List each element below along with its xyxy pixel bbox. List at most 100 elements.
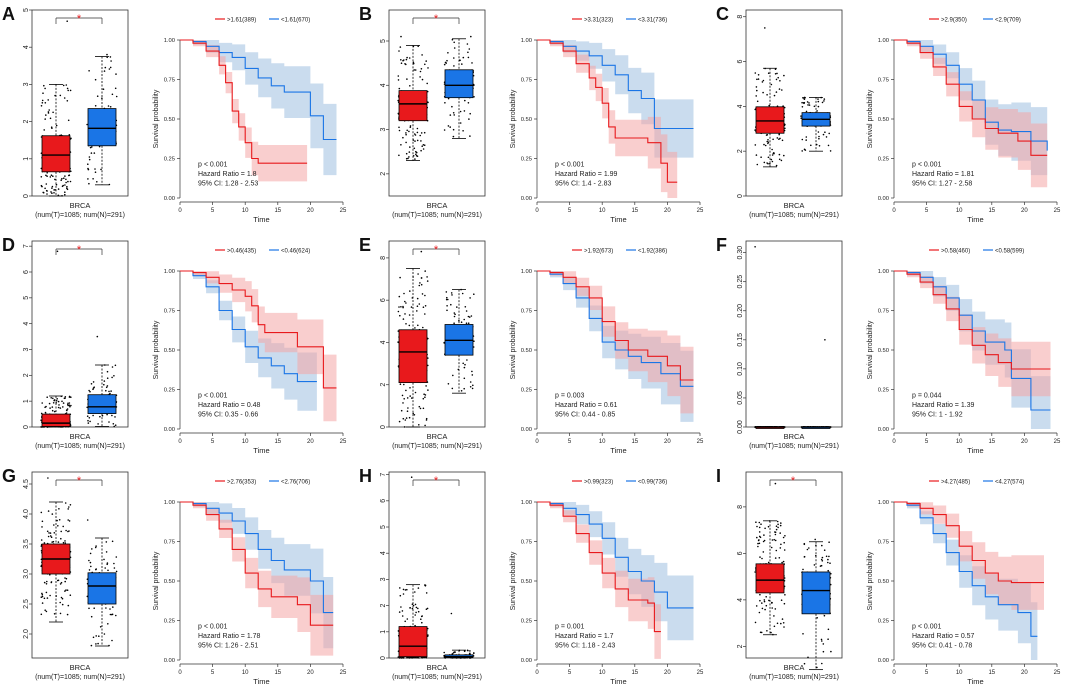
normal-point: [449, 114, 452, 116]
tumor-point: [763, 599, 766, 601]
survival-xtick-label: 0: [892, 670, 896, 676]
tumor-point: [404, 620, 406, 623]
tumor-point: [763, 161, 766, 164]
tumor-box: [398, 90, 428, 122]
tumor-point: [764, 527, 766, 530]
tumor-point: [64, 577, 66, 579]
tumor-point: [764, 608, 766, 611]
tumor-point: [65, 412, 68, 414]
tumor-point: [780, 543, 782, 546]
tumor-point: [44, 411, 47, 414]
tumor-point: [49, 535, 52, 537]
normal-point: [803, 542, 806, 545]
box-subtitle: (num(T)=1085; num(N)=291): [392, 443, 482, 450]
tumor-point: [398, 611, 401, 613]
tumor-point: [767, 561, 770, 564]
normal-point: [445, 291, 448, 293]
normal-point: [453, 65, 455, 67]
tumor-point: [60, 530, 62, 533]
legend-label-high: >2.9(350): [941, 17, 967, 23]
tumor-point: [59, 94, 62, 97]
survival-band-high: [180, 40, 308, 193]
normal-point: [92, 414, 94, 417]
hazard-ratio-text: Hazard Ratio = 0.61: [555, 402, 618, 409]
tumor-point: [783, 626, 785, 628]
tumor-point: [775, 91, 778, 93]
tumor-point: [400, 144, 402, 146]
survival-band-low: [894, 502, 1038, 660]
normal-point: [451, 387, 454, 390]
normal-point: [90, 383, 93, 385]
tumor-point: [775, 164, 778, 167]
tumor-point: [778, 133, 780, 136]
normal-point: [454, 651, 456, 653]
tumor-point: [424, 305, 427, 307]
survival-xtick-label: 0: [892, 439, 896, 445]
panel-b: B 2 3 4 5 * BRCA (num(T)=1085; num(N)=291) >3.31…: [359, 4, 704, 224]
tumor-point: [42, 92, 44, 94]
tumor-point: [46, 396, 48, 398]
normal-point: [454, 313, 456, 316]
survival-ylabel: Survival probability: [510, 551, 517, 610]
normal-point: [805, 136, 808, 138]
survival-ytick-label: 1.00: [164, 38, 175, 44]
survival-xtick-label: 20: [664, 208, 671, 214]
tumor-point: [775, 525, 778, 527]
tumor-point: [421, 657, 423, 659]
tumor-point: [414, 140, 416, 142]
tumor-point: [405, 417, 408, 419]
tumor-point: [405, 389, 407, 392]
tumor-point: [62, 406, 64, 408]
tumor-point: [780, 622, 782, 625]
tumor-point: [62, 525, 64, 528]
normal-point: [461, 63, 463, 65]
normal-point: [109, 56, 112, 58]
survival-ytick-label: 0.75: [164, 309, 175, 315]
tumor-point: [755, 95, 757, 97]
normal-point: [99, 626, 102, 628]
survival-ytick-label: 0.50: [521, 579, 532, 585]
box-ytick-label: 4: [380, 340, 387, 344]
normal-point: [88, 158, 91, 161]
survival-xtick-label: 5: [211, 208, 215, 214]
tumor-point: [408, 130, 410, 133]
survival-curve-high: [180, 39, 308, 164]
normal-point: [91, 146, 93, 148]
tumor-point: [421, 78, 424, 81]
confidence-interval-text: 95% CI: 1.28 - 2.53: [198, 180, 258, 187]
tumor-point: [398, 126, 400, 129]
tumor-point: [760, 156, 762, 158]
normal-point: [94, 171, 97, 173]
tumor-point: [67, 508, 69, 510]
panel-letter: H: [359, 466, 372, 486]
normal-point: [468, 48, 471, 50]
normal-point: [443, 63, 446, 66]
survival-curve-low: [537, 270, 694, 387]
survival-ytick-label: 0.75: [521, 309, 532, 315]
survival-ytick-label: 1.00: [878, 500, 889, 506]
normal-point: [111, 93, 114, 96]
tumor-point: [41, 526, 43, 528]
tumor-point: [776, 72, 778, 75]
tumor-point: [783, 154, 785, 157]
tumor-point: [60, 537, 62, 540]
tumor-point: [56, 250, 59, 253]
tumor-point: [408, 314, 411, 316]
tumor-point: [45, 189, 48, 192]
tumor-point: [775, 549, 778, 552]
tumor-point: [766, 94, 768, 96]
survival-xtick-label: 10: [599, 439, 606, 445]
normal-box: [87, 394, 117, 414]
normal-point: [87, 167, 89, 170]
tumor-point: [778, 557, 781, 559]
normal-point: [108, 68, 111, 70]
tumor-point: [771, 539, 774, 541]
p-value-text: p < 0.001: [198, 623, 227, 630]
tumor-point: [425, 592, 428, 594]
tumor-point: [57, 525, 59, 527]
box-xlabel: BRCA: [427, 663, 448, 672]
box-plot-frame: [745, 471, 843, 659]
survival-legend: >4.27(485) <4.27(574): [929, 479, 1024, 485]
normal-point: [103, 633, 106, 635]
normal-point: [465, 310, 468, 312]
